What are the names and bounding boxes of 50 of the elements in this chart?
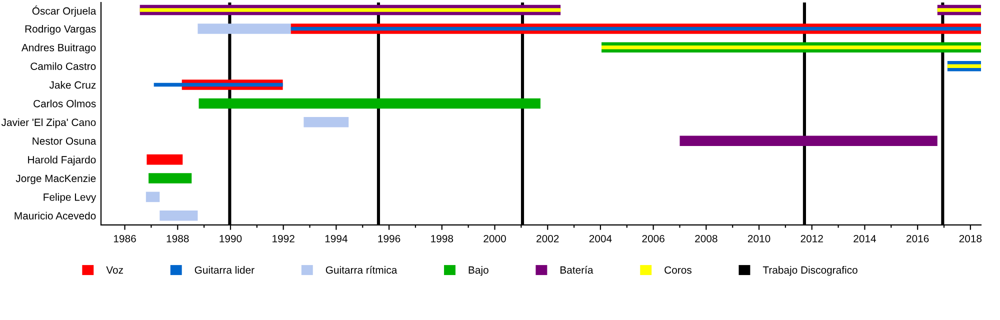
legend-label: Guitarra rítmica (326, 266, 398, 274)
y-tick-label: Óscar Orjuela (32, 6, 96, 17)
x-tick-label: 1992 (272, 234, 294, 242)
y-tick-label: Andres Buitrago (21, 44, 96, 54)
legend-label: Bajo (468, 266, 488, 276)
x-tick-label: 2006 (642, 234, 664, 242)
bar (304, 117, 349, 128)
x-tick-label: 1988 (166, 234, 189, 242)
legend-label: Coros (664, 266, 692, 274)
bar (198, 98, 540, 109)
x-tick-label: 1996 (378, 234, 400, 242)
y-tick-label: Rodrigo Vargas (25, 24, 96, 35)
x-tick-label: 1990 (220, 234, 242, 242)
bar (680, 136, 938, 146)
x-tick-label: 2010 (748, 234, 770, 242)
bar (140, 8, 561, 12)
x-tick-label: 1986 (114, 234, 136, 242)
legend-label: Guitarra lider (194, 266, 254, 274)
y-tick-label: Camilo Castro (30, 62, 96, 70)
bar (146, 192, 160, 202)
x-tick-label: 2018 (959, 234, 982, 242)
bar (937, 8, 981, 12)
bar (154, 82, 283, 87)
x-tick-label: 2012 (800, 234, 823, 242)
x-tick-label: 2014 (854, 234, 876, 242)
y-tick-label: Jorge MacKenzie (16, 174, 96, 184)
legend-label: Batería (560, 266, 594, 274)
bar (290, 26, 981, 31)
y-tick-label: Felipe Levy (44, 193, 96, 203)
legend-label: Voz (106, 266, 123, 274)
x-tick-label: 2000 (484, 234, 506, 242)
legend-label: Trabajo Discografico (762, 266, 858, 276)
x-tick-label: 1994 (325, 234, 348, 242)
y-tick-label: Jake Cruz (49, 81, 96, 89)
y-tick-label: Carlos Olmos (34, 100, 96, 108)
y-tick-label: Mauricio Acevedo (14, 212, 96, 220)
bar (947, 64, 981, 68)
bar (198, 24, 291, 34)
x-tick-label: 1998 (431, 234, 454, 242)
bar (146, 154, 183, 165)
y-tick-label: Javier 'El Zipa' Cano (1, 118, 96, 128)
y-tick-label: Nestor Osuna (32, 137, 96, 145)
x-tick-label: 2004 (589, 234, 612, 242)
x-tick-label: 2016 (906, 234, 929, 242)
x-tick-label: 2008 (695, 234, 718, 242)
bar (160, 210, 198, 221)
y-tick-label: Harold Fajardo (28, 156, 96, 166)
x-tick-label: 2002 (536, 234, 559, 242)
bar (148, 173, 192, 184)
bar (602, 46, 981, 50)
